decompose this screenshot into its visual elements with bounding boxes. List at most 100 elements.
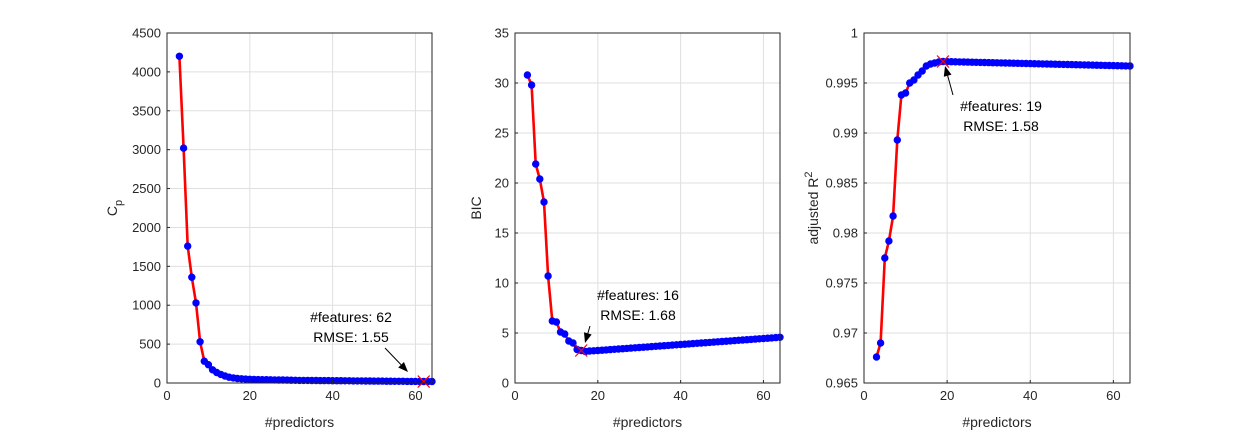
adjusted-r2-y-tick-label: 0.97 (833, 326, 858, 341)
adjusted-r2-best-marker-stroke (936, 55, 950, 68)
cp-annotation-arrow-head (398, 362, 408, 372)
adjusted-r2-x-tick-label: 40 (1023, 388, 1037, 403)
adjusted-r2-best-point-marker (936, 55, 950, 68)
bic-best-point-marker (574, 344, 588, 357)
cp-data-point (188, 273, 196, 281)
cp-ticks: 0 20 40 60 0 500 1000 1500 2000 2500 3000 3500 4000 4… (132, 26, 423, 404)
adjusted-r2-x-tick-label: 0 (860, 388, 867, 403)
bic-x-tick-label: 40 (673, 388, 687, 403)
cp-annotation: #features: 62 RMSE: 1.55 (310, 309, 408, 372)
cp-grid (166, 32, 432, 384)
cp-y-tick-label: 3500 (132, 103, 161, 118)
adjusted-r2-x-tick-label: 20 (940, 388, 954, 403)
cp-x-tick-label: 60 (408, 388, 422, 403)
adjusted-r2-y-tick-label: 0.995 (825, 76, 858, 91)
adjusted-r2-x-tick-label: 60 (1106, 388, 1120, 403)
adjusted-r2-y-tick-label: 0.975 (825, 276, 858, 291)
adjusted-r2-y-axis-label: adjusted R2 (803, 171, 821, 244)
cp-data-point (179, 144, 188, 152)
adjusted-r2-axes-box (863, 32, 1131, 384)
adjusted-r2-annotation-arrow-head (943, 66, 952, 77)
bic-annotation-features: #features: 16 (597, 287, 679, 303)
bic-x-tick-label: 60 (756, 388, 770, 403)
adjusted-r2-y-tick-label: 1 (851, 26, 858, 41)
cp-y-axis-label-main: C (104, 206, 120, 216)
bic-series (523, 71, 784, 357)
adjusted-r2-data-point (889, 212, 897, 220)
bic-y-axis-label: BIC (468, 196, 484, 219)
bic-data-point (523, 71, 532, 79)
adjusted-r2-panel: 0 20 40 60 0.965 0.97 0.975 0.98 0.985 0.99 0.995 1… (803, 26, 1134, 430)
cp-annotation-features: #features: 62 (310, 309, 392, 325)
cp-annotation-arrow-shaft (384, 347, 402, 366)
cp-panel: 0 20 40 60 0 500 1000 1500 2000 2500 3000 3500 4000 4… (104, 26, 436, 430)
adjusted-r2-series (872, 55, 1134, 361)
bic-y-axis-label-main: BIC (468, 196, 484, 219)
cp-best-marker-stroke (417, 375, 431, 388)
cp-x-axis-label: #predictors (265, 414, 334, 430)
cp-y-tick-label: 500 (139, 337, 161, 352)
bic-annotation: #features: 16 RMSE: 1.68 (583, 287, 679, 343)
bic-data-point (560, 330, 569, 338)
adjusted-r2-annotation-arrow-shaft (947, 75, 954, 96)
bic-annotation-arrow-head (583, 332, 592, 343)
bic-ticks: 0 20 40 60 0 5 10 15 20 25 30 35 (495, 26, 771, 404)
adjusted-r2-annotation: #features: 19 RMSE: 1.58 (943, 66, 1042, 134)
bic-data-point (569, 339, 577, 347)
cp-y-axis-label-subscript: p (113, 200, 125, 206)
cp-annotation-rmse: RMSE: 1.55 (313, 329, 389, 345)
cp-y-tick-label: 4500 (132, 26, 161, 41)
cp-y-tick-label: 1000 (132, 298, 161, 313)
cp-data-point (175, 52, 184, 60)
bic-y-tick-label: 15 (495, 226, 509, 241)
cp-y-tick-label: 2000 (132, 220, 161, 235)
adjusted-r2-y-tick-label: 0.985 (825, 176, 858, 191)
cp-data-point (184, 242, 192, 250)
adjusted-r2-data-point (872, 353, 881, 361)
bic-x-tick-label: 20 (591, 388, 605, 403)
adjusted-r2-data-point (901, 89, 910, 97)
bic-annotation-arrow-shaft (587, 325, 591, 334)
bic-data-point (540, 198, 548, 206)
adjusted-r2-x-axis-label: #predictors (962, 414, 1031, 430)
adjusted-r2-y-tick-label: 0.965 (825, 376, 858, 391)
adjusted-r2-data-point (918, 67, 926, 75)
bic-x-tick-label: 0 (511, 388, 518, 403)
bic-axes-box (514, 32, 781, 384)
adjusted-r2-data-point (876, 339, 885, 347)
cp-x-tick-label: 40 (325, 388, 339, 403)
bic-data-point (527, 81, 536, 89)
adjusted-r2-y-tick-label: 0.99 (833, 126, 858, 141)
cp-data-point (192, 299, 200, 307)
bic-y-tick-label: 0 (502, 376, 509, 391)
bic-panel: 0 20 40 60 0 5 10 15 20 25 30 35 #predictors BIC #f… (468, 26, 784, 430)
adjusted-r2-annotation-features: #features: 19 (960, 98, 1042, 114)
bic-y-tick-label: 35 (495, 26, 509, 41)
adjusted-r2-data-point (881, 254, 889, 262)
cp-best-point-marker (417, 375, 431, 388)
cp-y-tick-label: 2500 (132, 181, 161, 196)
cp-y-axis-label: Cp (104, 200, 125, 216)
cp-data-point (204, 361, 213, 369)
adjusted-r2-data-point (893, 136, 901, 144)
bic-y-tick-label: 20 (495, 176, 509, 191)
adjusted-r2-data-point (885, 237, 893, 245)
adjusted-r2-y-tick-label: 0.98 (833, 226, 858, 241)
bic-data-point (544, 272, 552, 280)
bic-y-tick-label: 25 (495, 126, 509, 141)
bic-x-axis-label: #predictors (613, 414, 682, 430)
bic-best-marker-stroke (574, 344, 588, 357)
cp-y-tick-label: 4000 (132, 64, 161, 79)
bic-y-tick-label: 30 (495, 76, 509, 91)
bic-data-point (536, 175, 544, 183)
bic-data-point (552, 318, 561, 326)
adjusted-r2-annotation-rmse: RMSE: 1.58 (963, 118, 1039, 134)
adjusted-r2-ticks: 0 20 40 60 0.965 0.97 0.975 0.98 0.985 0.99 0.995 1 (825, 26, 1120, 404)
cp-x-tick-label: 0 (163, 388, 170, 403)
adjusted-r2-y-axis-label-superscript: 2 (803, 171, 815, 177)
bic-data-point (531, 160, 540, 168)
cp-x-tick-label: 20 (243, 388, 257, 403)
cp-y-tick-label: 3000 (132, 142, 161, 157)
cp-y-tick-label: 1500 (132, 259, 161, 274)
